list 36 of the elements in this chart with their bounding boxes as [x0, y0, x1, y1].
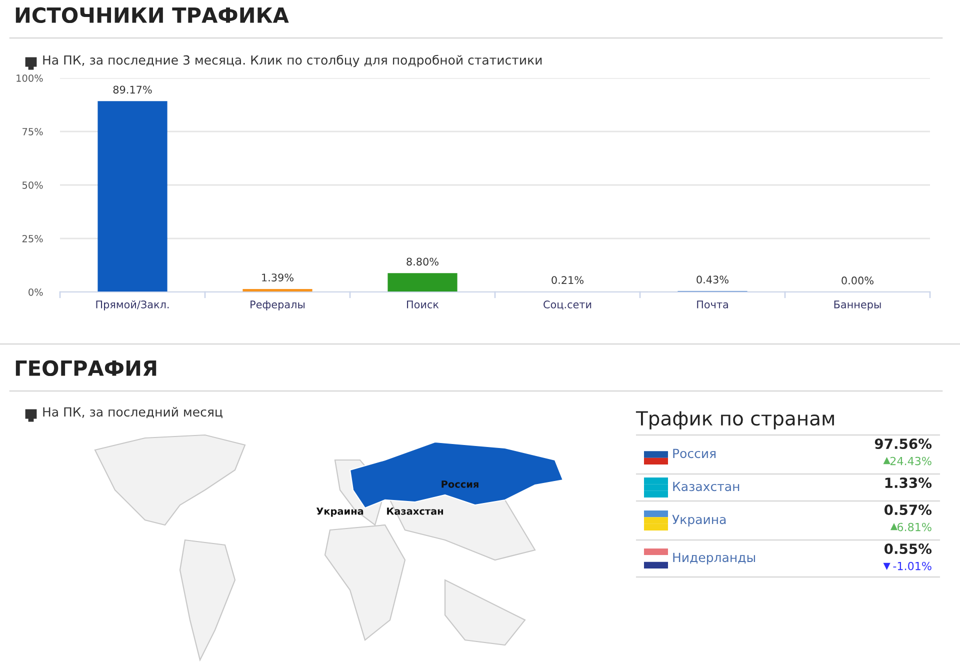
y-tick-label: 25% — [22, 234, 43, 242]
data-label: 0.43% — [696, 276, 728, 284]
text: На ПК, за последний месяц — [43, 407, 222, 418]
data-label: 8.80% — [406, 258, 438, 266]
x-tick-label: Поиск — [407, 300, 439, 308]
x-tick-label: Рефералы — [250, 300, 305, 310]
data-label: 97.56% — [874, 438, 932, 450]
x-tick-label: Почта — [697, 300, 728, 308]
chart-subtitle: На ПК, за последние 3 месяца. Клик по столбцу для подробной статистики — [43, 54, 542, 68]
category-label: Россия — [673, 448, 716, 458]
y-tick-label: 100% — [16, 74, 43, 82]
text: Казахстан — [387, 508, 444, 515]
y-tick-label: 75% — [22, 128, 43, 136]
data-label: -1.01% — [893, 562, 932, 570]
data-label: 0.00% — [842, 276, 874, 284]
text: Трафик по странам — [636, 411, 834, 430]
data-label: 0.57% — [884, 504, 932, 516]
category-label: Казахстан — [673, 482, 740, 492]
y-tick-label: 0% — [28, 288, 43, 296]
data-label: 24.43% — [890, 456, 932, 466]
data-label: 1.39% — [262, 274, 294, 282]
data-label: 0.21% — [552, 276, 584, 284]
x-tick-label: Прямой/Закл. — [96, 300, 169, 310]
data-label: 6.81% — [897, 522, 932, 532]
x-tick-label: Соц.сети — [544, 300, 592, 310]
data-label: 1.33% — [885, 478, 932, 488]
text: Украина — [316, 508, 364, 517]
category-label: Нидерланды — [673, 552, 756, 565]
text: ГЕОГРАФИЯ — [16, 360, 156, 376]
category-label: Украина — [672, 514, 726, 527]
y-tick-label: 50% — [22, 181, 43, 189]
data-label: 0.55% — [884, 544, 932, 554]
x-tick-label: Баннеры — [834, 300, 881, 310]
text: Россия — [442, 480, 478, 488]
data-label: 89.17% — [113, 86, 152, 94]
chart-title: ИСТОЧНИКИ ТРАФИКА — [16, 7, 289, 24]
